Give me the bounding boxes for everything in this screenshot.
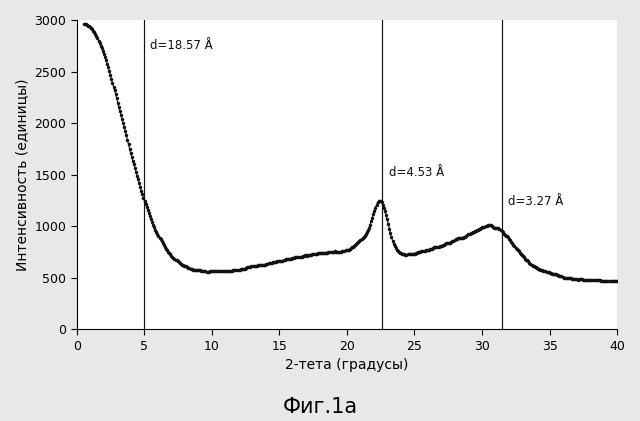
Text: d=18.57 Å: d=18.57 Å	[150, 39, 212, 52]
Text: d=3.27 Å: d=3.27 Å	[508, 195, 563, 208]
X-axis label: 2-тета (градусы): 2-тета (градусы)	[285, 358, 409, 372]
Y-axis label: Интенсивность (единицы): Интенсивность (единицы)	[15, 78, 29, 271]
Text: Фиг.1а: Фиг.1а	[282, 397, 358, 417]
Text: d=4.53 Å: d=4.53 Å	[389, 166, 444, 179]
